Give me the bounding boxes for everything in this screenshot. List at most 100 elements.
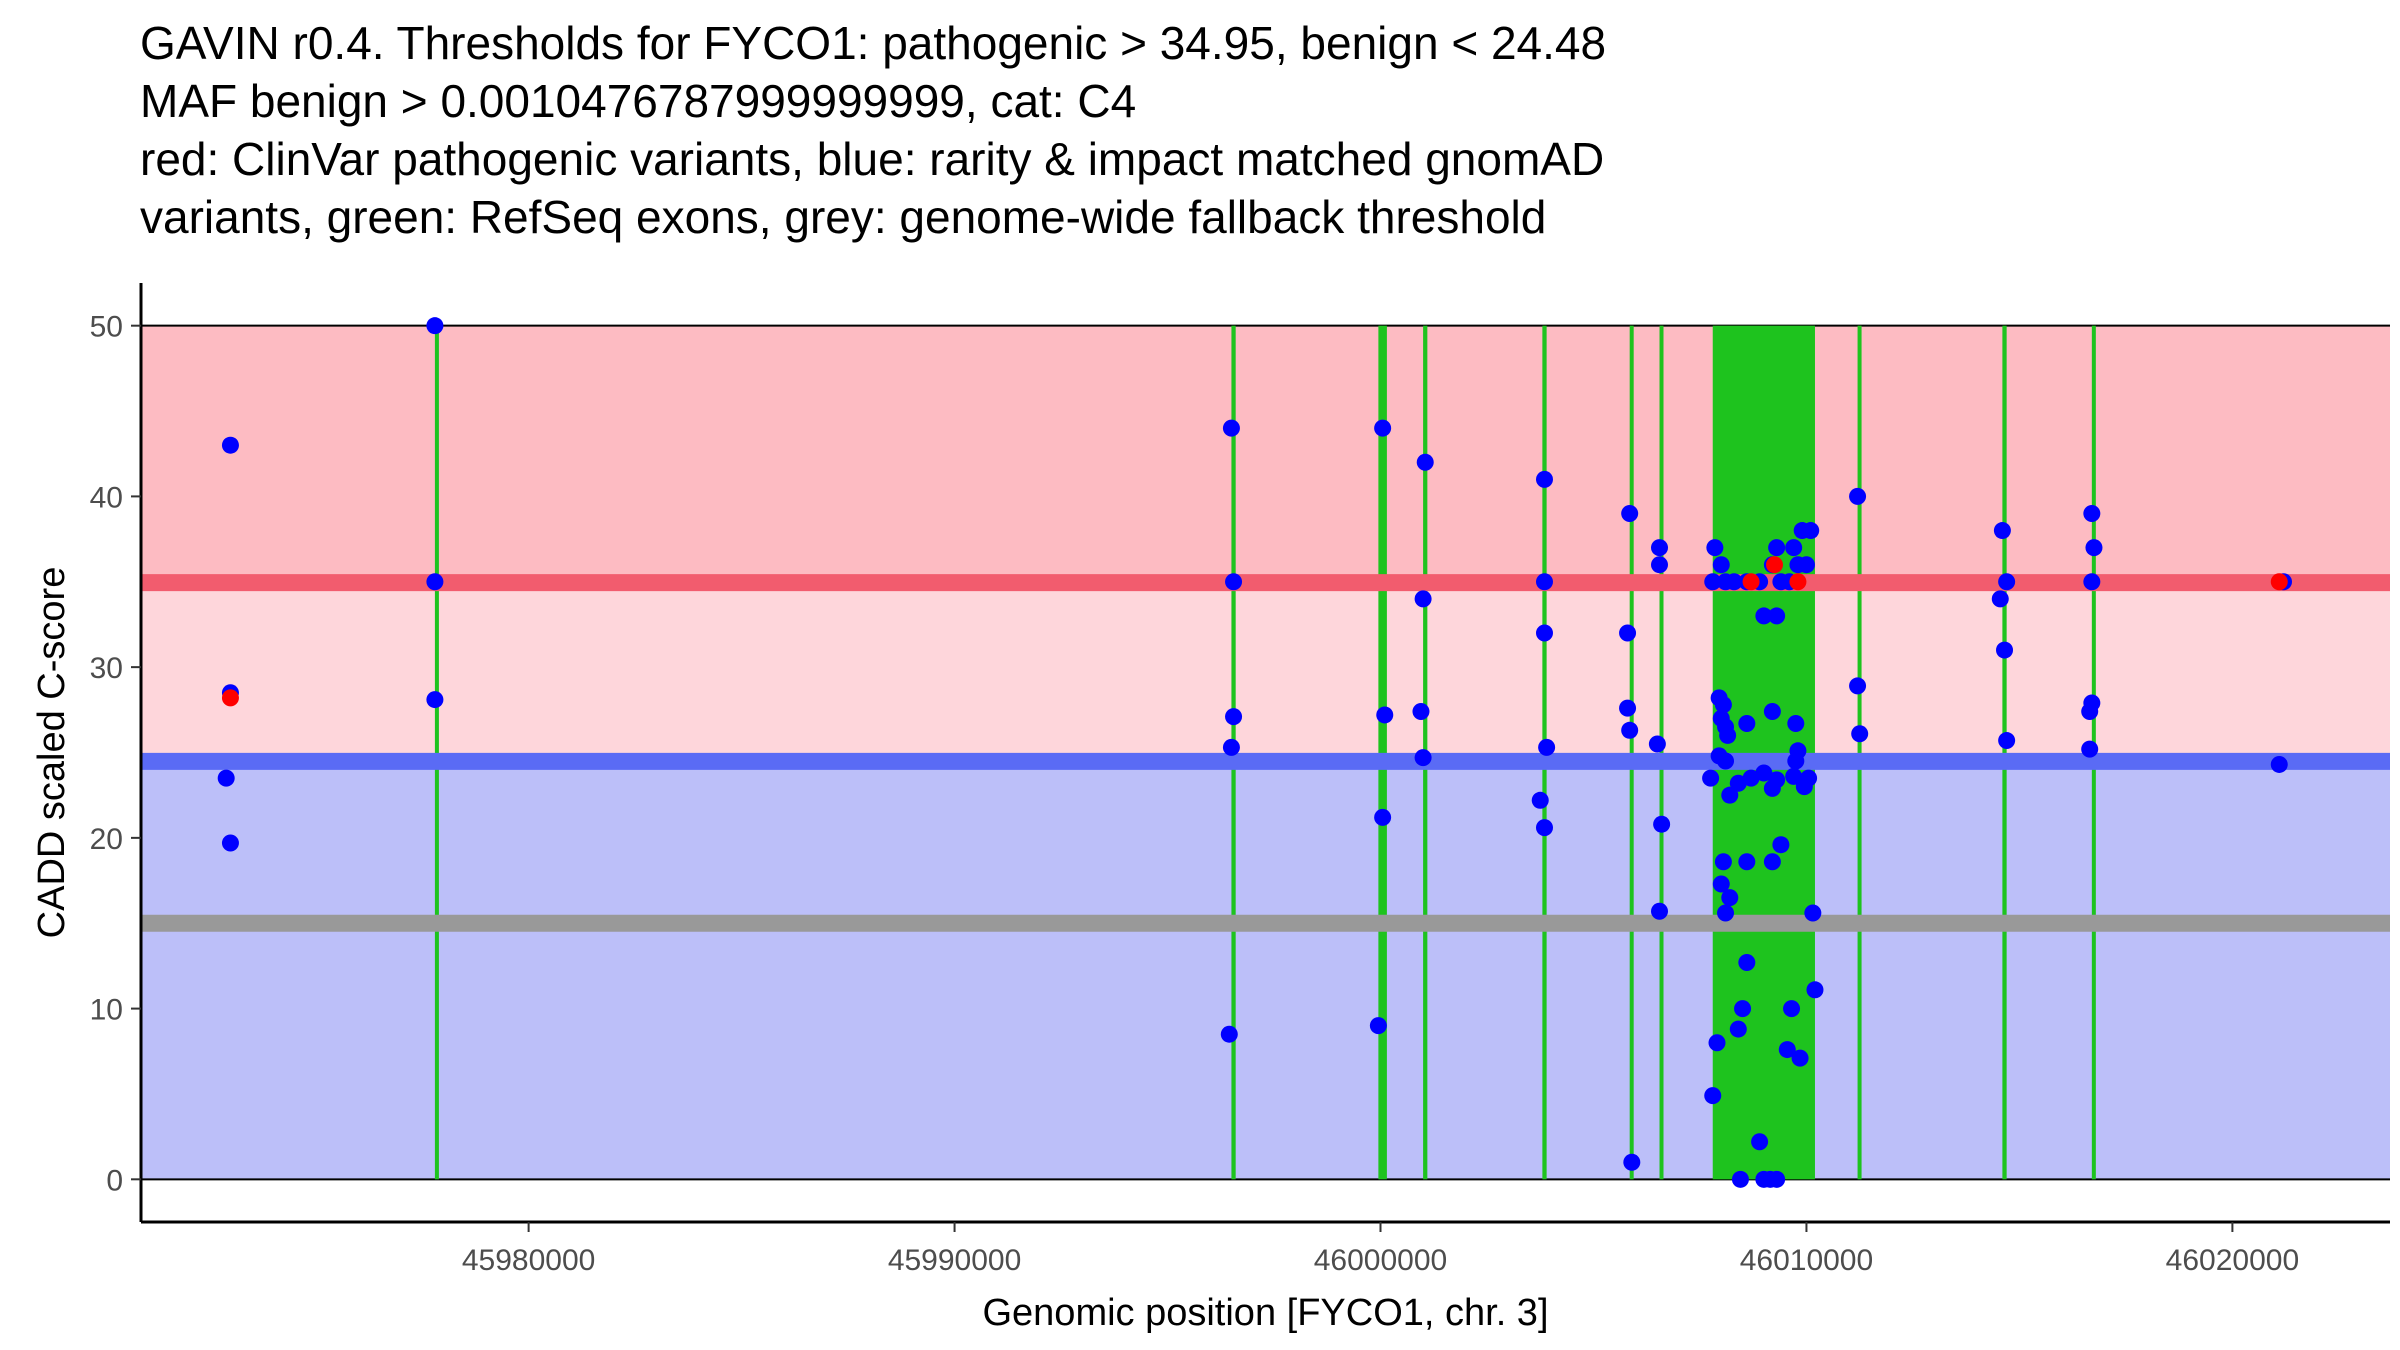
gnomad-point: [1535, 470, 1553, 488]
clinvar-point: [1742, 573, 1760, 591]
gnomad-point: [1225, 708, 1243, 726]
gnomad-point: [1225, 573, 1243, 591]
gnomad-point: [1721, 889, 1739, 907]
gnomad-point: [426, 573, 444, 591]
gnomad-point: [1220, 1025, 1238, 1043]
gnomad-point: [1708, 1034, 1726, 1052]
gnomad-point: [1412, 703, 1430, 721]
title-line-1: GAVIN r0.4. Thresholds for FYCO1: pathog…: [140, 17, 1607, 69]
gnomad-point: [1772, 836, 1790, 854]
gnomad-point: [1787, 752, 1805, 770]
gnomad-point: [1538, 738, 1556, 756]
exon-bar: [1857, 325, 1862, 1180]
title-line-3: red: ClinVar pathogenic variants, blue: …: [140, 133, 1605, 185]
gnomad-point: [221, 436, 239, 454]
gnomad-point: [1991, 590, 2009, 608]
gnomad-point: [1849, 487, 1867, 505]
x-axis-title: Genomic position [FYCO1, chr. 3]: [982, 1292, 1548, 1334]
title-line-4: variants, green: RefSeq exons, grey: gen…: [140, 191, 1547, 243]
gnomad-point: [1714, 696, 1732, 714]
y-tick-label: 0: [106, 1164, 123, 1197]
gnomad-point: [1797, 556, 1815, 574]
gnomad-point: [2085, 539, 2103, 557]
gnomad-point: [1648, 735, 1666, 753]
gnomad-point: [217, 769, 235, 787]
gnomad-point: [1725, 573, 1743, 591]
gnomad-point: [1778, 1041, 1796, 1059]
gnomad-point: [1535, 624, 1553, 642]
y-tick-label: 30: [90, 652, 123, 685]
gnomad-point: [1729, 774, 1747, 792]
gnomad-point: [1785, 539, 1803, 557]
gnomad-point: [1621, 504, 1639, 522]
gnomad-point: [1763, 779, 1781, 797]
clinvar-point: [2270, 573, 2288, 591]
gnomad-point: [1706, 539, 1724, 557]
gnomad-point: [1785, 767, 1803, 785]
gnomad-point: [1738, 853, 1756, 871]
gnomad-point: [1653, 815, 1671, 833]
data-points: [217, 317, 2293, 1188]
gnomad-point: [1222, 419, 1240, 437]
exon-bar: [1378, 325, 1387, 1180]
gnomad-point: [1712, 556, 1730, 574]
x-tick-label: 46010000: [1740, 1244, 1873, 1277]
gnomad-point: [1416, 453, 1434, 471]
clinvar-point: [1789, 573, 1807, 591]
gnomad-point: [1768, 1170, 1786, 1188]
gnomad-point: [1800, 769, 1818, 787]
axes: 0 10 20 30 40 50 45980000 45990000 46000000 46010…: [90, 283, 2390, 1277]
gnomad-point: [221, 834, 239, 852]
gnomad-point: [2081, 740, 2099, 758]
y-axis-title: CADD scaled C-score: [31, 567, 73, 939]
gnomad-point: [1755, 607, 1773, 625]
gnomad-point: [426, 691, 444, 709]
gnomad-point: [1763, 703, 1781, 721]
exon-bar: [2002, 325, 2007, 1180]
gnomad-point: [1704, 1087, 1722, 1105]
gnomad-point: [1993, 522, 2011, 540]
gnomad-point: [1414, 590, 1432, 608]
gnomad-point: [1804, 904, 1822, 922]
gnomad-point: [1535, 573, 1553, 591]
x-tick-label: 46000000: [1314, 1244, 1447, 1277]
gnomad-point: [1651, 902, 1669, 920]
x-tick-label: 45990000: [888, 1244, 1021, 1277]
gnomad-point: [2083, 573, 2101, 591]
exon-bar: [434, 325, 439, 1180]
gnomad-point: [2083, 504, 2101, 522]
gnomad-point: [1721, 786, 1739, 804]
clinvar-point: [221, 689, 239, 707]
pathogenic-zone: [141, 325, 2390, 583]
gnomad-point: [1222, 738, 1240, 756]
gnomad-point: [1729, 1020, 1747, 1038]
gnomad-point: [1793, 522, 1811, 540]
gnomad-point: [1851, 725, 1869, 743]
x-tick-label: 45980000: [462, 1244, 595, 1277]
gnomad-point: [1531, 791, 1549, 809]
gnomad-point: [1702, 769, 1720, 787]
gnomad-point: [1621, 721, 1639, 739]
clinvar-point: [1766, 556, 1784, 574]
gnomad-point: [2081, 703, 2099, 721]
gnomad-point: [1719, 726, 1737, 744]
exon-bar: [1659, 325, 1664, 1180]
gnomad-point: [1619, 624, 1637, 642]
gnomad-point: [1791, 1049, 1809, 1067]
gnomad-point: [1374, 808, 1392, 826]
gnomad-point: [1996, 641, 2014, 659]
y-tick-label: 50: [90, 311, 123, 344]
gnomad-point: [1374, 419, 1392, 437]
uncertain-zone: [141, 582, 2390, 762]
gnomad-point: [1755, 764, 1773, 782]
gnomad-point: [1768, 607, 1786, 625]
gnomad-point: [1619, 699, 1637, 717]
gnomad-point: [1734, 1000, 1752, 1018]
gnomad-point: [2270, 755, 2288, 773]
chart-title: GAVIN r0.4. Thresholds for FYCO1: pathog…: [140, 14, 2340, 246]
exon-bar: [1629, 325, 1634, 1180]
gnomad-point: [1731, 1170, 1749, 1188]
gnomad-point: [1998, 573, 2016, 591]
gnomad-point: [1738, 953, 1756, 971]
